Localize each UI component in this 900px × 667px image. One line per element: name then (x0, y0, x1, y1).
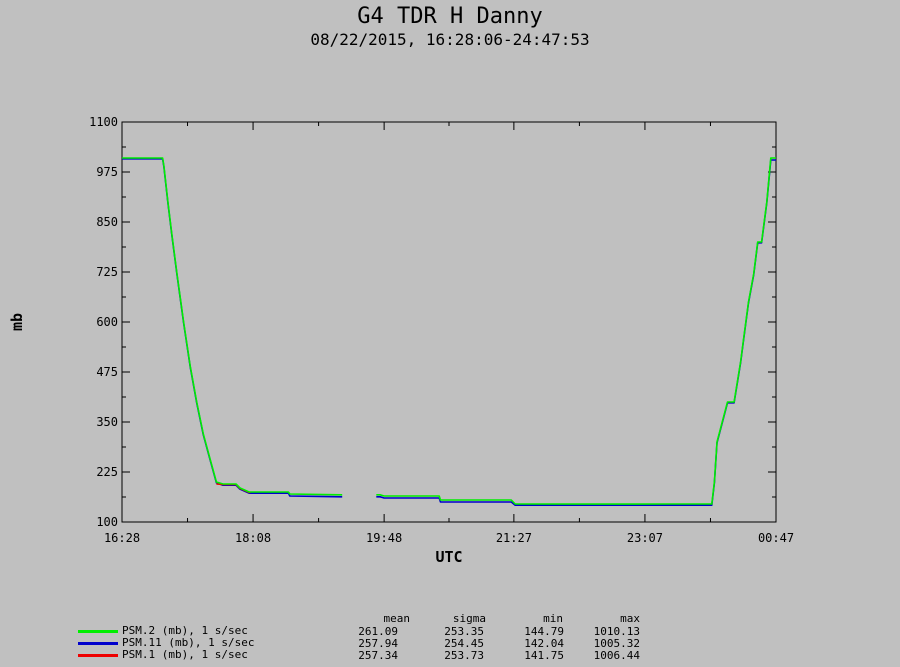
legend-label: PSM.11 (mb), 1 s/sec (122, 636, 255, 649)
line-chart: 100 225 350 475 600 725 850 975 1100 16:28 18:08 19… (8, 115, 794, 566)
legend-swatch (78, 630, 118, 633)
series-line (376, 157, 776, 505)
x-axis-label: UTC (435, 548, 462, 566)
x-tick-label: 18:08 (235, 531, 271, 545)
legend-swatch (78, 654, 118, 657)
y-tick-label: 600 (96, 315, 118, 329)
axis-ticks: 100 225 350 475 600 725 850 975 1100 16:28 18:08 19… (89, 115, 794, 545)
stat-min: 142.04 (524, 637, 564, 650)
x-tick-label: 19:48 (366, 531, 402, 545)
x-tick-label: 21:27 (496, 531, 532, 545)
y-tick-label: 100 (96, 515, 118, 529)
stat-min: 141.75 (524, 649, 564, 662)
stat-max: 1010.13 (593, 625, 640, 638)
legend: mean sigma min max PSM.2 (mb), 1 s/sec 2… (0, 610, 900, 667)
series-line (122, 157, 343, 496)
legend-label: PSM.1 (mb), 1 s/sec (122, 648, 248, 661)
y-tick-label: 975 (96, 165, 118, 179)
stats-header-min: min (543, 612, 563, 625)
stat-mean: 261.09 (358, 625, 398, 638)
stats-header-mean: mean (383, 612, 411, 625)
legend-label: PSM.2 (mb), 1 s/sec (122, 624, 248, 637)
stat-mean: 257.94 (358, 637, 398, 650)
stat-sigma: 253.35 (444, 625, 484, 638)
y-tick-label: 350 (96, 415, 118, 429)
y-tick-label: 850 (96, 215, 118, 229)
stats-header-max: max (620, 612, 640, 625)
x-tick-label: 16:28 (104, 531, 140, 545)
stat-sigma: 253.73 (444, 649, 484, 662)
y-tick-label: 475 (96, 365, 118, 379)
stat-max: 1005.32 (593, 637, 640, 650)
series-lines (122, 157, 776, 507)
stat-mean: 257.34 (358, 649, 398, 662)
y-axis-label: mb (8, 313, 26, 331)
y-tick-label: 1100 (89, 115, 118, 129)
legend-swatch (78, 642, 118, 645)
chart-title: G4 TDR H Danny (357, 4, 543, 29)
stat-sigma: 254.45 (444, 637, 484, 650)
x-tick-label: 00:47 (758, 531, 794, 545)
stat-max: 1006.44 (593, 649, 640, 662)
chart-subtitle: 08/22/2015, 16:28:06-24:47:53 (310, 30, 590, 49)
stats-header-sigma: sigma (452, 612, 486, 625)
x-tick-label: 23:07 (627, 531, 663, 545)
plot-area (121, 121, 777, 523)
y-tick-label: 225 (96, 465, 118, 479)
stat-min: 144.79 (524, 625, 564, 638)
y-tick-label: 725 (96, 265, 118, 279)
